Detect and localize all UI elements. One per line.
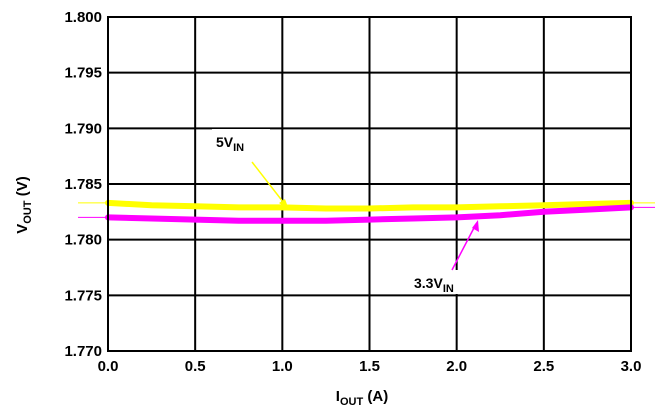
x-tick-label: 3.0: [621, 358, 642, 375]
x-tick-label: 1.0: [272, 358, 293, 375]
annotation-5vin-main: 5V: [216, 134, 234, 150]
y-tick-label: 1.795: [64, 65, 102, 82]
y-tick-label: 1.785: [64, 176, 102, 193]
annotation-5vin-sub: IN: [233, 142, 244, 154]
annotation-3v3in: 3.3VIN: [410, 220, 500, 295]
annotation-3v3in-main: 3.3V: [414, 275, 443, 291]
y-axis-label-unit: (V): [14, 176, 31, 200]
y-tick-label: 1.780: [64, 232, 102, 249]
y-tick-label: 1.790: [64, 120, 102, 137]
grid: [108, 17, 631, 351]
y-tick-label: 1.800: [64, 9, 102, 26]
x-axis-label: IOUT (A): [336, 388, 388, 408]
series-layer: [78, 203, 655, 221]
x-tick-label: 2.5: [533, 358, 554, 375]
annotation-3v3in-sub: IN: [443, 283, 454, 295]
x-tick-labels: 0.0 0.5 1.0 1.5 2.0 2.5 3.0: [98, 358, 642, 375]
annotation-5vin: 5VIN: [212, 129, 289, 210]
annotation-3v3in-arrow: [452, 224, 476, 270]
y-axis-label-sub: OUT: [22, 200, 34, 224]
x-tick-label: 0.0: [98, 358, 119, 375]
y-axis-label: VOUT (V): [14, 176, 34, 233]
y-tick-label: 1.770: [64, 343, 102, 360]
x-tick-label: 0.5: [185, 358, 206, 375]
x-axis-label-unit: (A): [363, 388, 388, 405]
x-tick-label: 1.5: [359, 358, 380, 375]
y-axis-label-main: V: [14, 224, 31, 234]
y-tick-label: 1.775: [64, 287, 102, 304]
y-tick-labels: 1.800 1.795 1.790 1.785 1.780 1.775 1.770: [64, 9, 102, 360]
x-tick-label: 2.0: [446, 358, 467, 375]
x-axis-label-sub: OUT: [340, 396, 364, 408]
